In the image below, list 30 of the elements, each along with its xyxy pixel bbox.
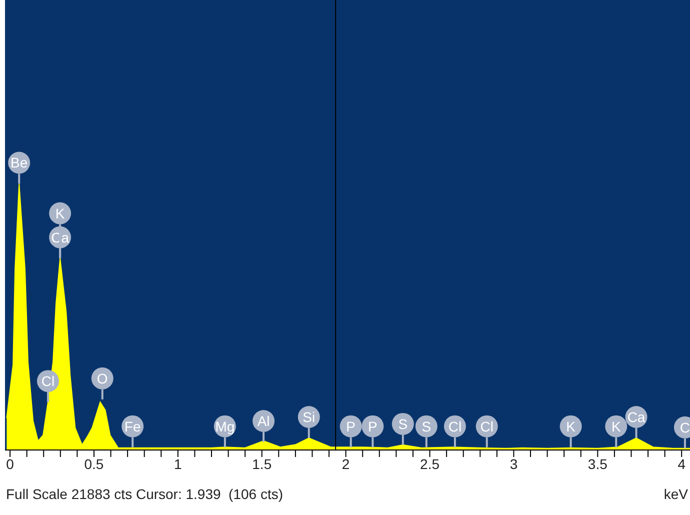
text: Full Scale 21883 cts Cursor: 1.939 (106 cts) [6,486,284,502]
x-tick-label: 2.5 [420,456,440,472]
x-tick-label: 3 [510,456,518,472]
annotation: K [55,205,66,222]
annotation: Al [257,413,270,430]
x-tick-label: 1.5 [252,456,272,472]
annotation: Be [10,154,28,171]
x-tick-label: 2 [342,456,350,472]
annotation: Ca [627,409,646,426]
annotation: Cl [448,418,462,434]
annotation: S [398,416,408,432]
annotation: Cl [41,373,55,390]
x-tick-label: 4 [678,456,686,472]
x-tick-label: 1 [174,456,182,472]
annotation: Mg [215,418,235,434]
x-tick-label: 0 [6,456,14,472]
annotation: Ca [51,229,70,246]
annotation: Fe [124,418,141,434]
annotation: K [611,418,622,434]
x-tick-label: 0.5 [84,456,104,472]
annotation: Cl [480,418,494,434]
x-tick-label: 3.5 [588,456,608,472]
annotation: P [368,418,378,434]
x-axis-title: keV [664,486,688,502]
annotation: K [566,418,576,434]
annotation: O [96,370,108,386]
annotation: P [346,418,356,434]
annotation: S [422,418,432,434]
annotation: C [680,419,690,436]
annotation: Si [302,409,316,426]
